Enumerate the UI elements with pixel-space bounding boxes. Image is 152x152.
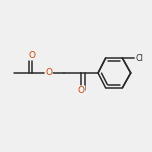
Text: O: O xyxy=(28,51,35,60)
Text: O: O xyxy=(45,68,52,78)
Text: Cl: Cl xyxy=(135,54,143,63)
Text: O: O xyxy=(78,86,85,95)
